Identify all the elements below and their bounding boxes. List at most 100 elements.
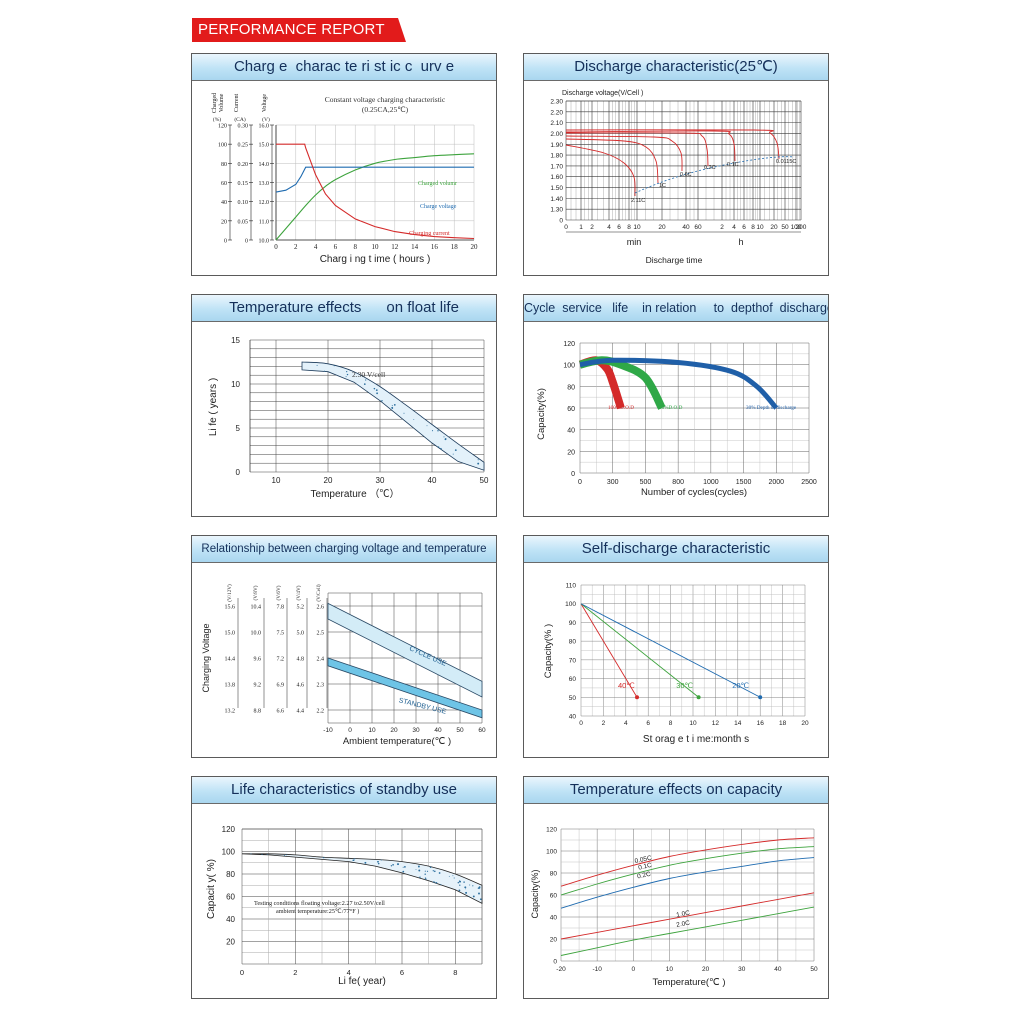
speckle-dot (328, 859, 331, 862)
speckle-dot (358, 854, 360, 856)
x-axis-label: Temperature(℃ ) (653, 977, 726, 988)
speckle-dot (323, 407, 325, 410)
panel-title-standby-life: Life characteristics of standby use (192, 777, 496, 804)
speckle-dot (283, 888, 285, 890)
curve-label-5: 0.0115C (776, 159, 796, 165)
panel-float-life: Temperature effects on float life 0 5 10 15… (191, 294, 497, 517)
x-tick-label: 10 (372, 243, 380, 251)
x-tick-label: 0 (631, 966, 635, 973)
x-tick-label: 40 (434, 727, 442, 734)
y-tick-label-4: 2.4 (317, 657, 325, 663)
axis-unit: (CA) (234, 116, 245, 123)
series-label-0: 40℃ (618, 681, 635, 690)
speckle-dot (443, 436, 445, 438)
speckle-dot (391, 363, 393, 365)
speckle-dot (346, 402, 349, 405)
speckle-dot (302, 468, 304, 471)
speckle-dot (323, 385, 325, 388)
y-tick-label: 40 (567, 428, 575, 435)
speckle-dot (373, 453, 375, 455)
x-tick-label: 50 (810, 966, 818, 973)
series-label-2: 20℃ (732, 681, 749, 690)
x-tick-label: 10 (368, 727, 376, 734)
y-tick-label-3: 4.6 (297, 683, 305, 689)
panel-temp-capacity: Temperature effects on capacity 0 20 40 60 8… (523, 776, 829, 999)
speckle-dot (317, 397, 319, 399)
speckle-dot (333, 434, 335, 436)
speckle-dot (440, 905, 441, 906)
speckle-dot (386, 418, 389, 420)
y-tick-label-3: 4.8 (297, 657, 305, 663)
speckle-dot (477, 865, 479, 867)
speckle-dot (253, 871, 256, 873)
speckle-dot (262, 870, 264, 872)
x-tick-label: 20 (324, 476, 333, 485)
speckle-dot (442, 397, 444, 399)
series-1-line (560, 846, 815, 896)
x-tick-label: 2 (294, 243, 298, 251)
speckle-dot (452, 875, 454, 877)
series-2-band (579, 357, 779, 410)
y-tick-label: 100 (565, 601, 576, 608)
speckle-dot (463, 396, 465, 398)
y-tick-label: 1.30 (550, 207, 563, 214)
y-tick-label-2: 13.0 (259, 181, 270, 187)
x-tick-label: 8 (453, 968, 457, 977)
speckle-dot (315, 870, 317, 872)
speckle-dot (439, 360, 440, 361)
speckle-dot (402, 853, 405, 856)
speckle-dot (392, 429, 394, 431)
speckle-dot (341, 891, 343, 894)
speckle-dot (444, 438, 447, 441)
speckle-dot (286, 887, 289, 889)
speckle-dot (423, 466, 425, 469)
speckle-dot (408, 396, 411, 398)
speckle-dot (404, 891, 407, 894)
band-annotation: Testing conditions floating voltage:2.27… (254, 900, 385, 907)
speckle-dot (338, 897, 340, 899)
series-2-line (276, 143, 475, 240)
series-1-line (275, 166, 474, 193)
speckle-dot (390, 421, 392, 423)
speckle-dot (340, 889, 342, 891)
speckle-dot (264, 892, 266, 894)
x-tick-label: -20 (556, 966, 566, 973)
y-tick-label-0: 120 (218, 124, 227, 130)
speckle-dot (414, 386, 416, 388)
speckle-dot (480, 411, 483, 414)
speckle-dot (377, 459, 379, 461)
speckle-dot (399, 855, 401, 857)
speckle-dot (444, 388, 446, 391)
speckle-dot (254, 865, 257, 867)
speckle-dot (478, 877, 481, 880)
discharge-curve-1 (565, 138, 659, 184)
y-tick-label-2: 6.6 (277, 709, 285, 715)
x-tick-label: 300 (607, 479, 619, 486)
x-tick-label: 40 (682, 224, 690, 231)
speckle-dot (458, 889, 461, 892)
y-tick-label-1: 9.6 (254, 657, 262, 663)
cutoff-voltage-line (634, 156, 795, 194)
speckle-dot (477, 459, 479, 461)
speckle-dot (346, 373, 349, 376)
speckle-dot (388, 440, 390, 442)
axis-header-top: Voltage (262, 94, 268, 113)
x-tick-label: 6 (617, 224, 621, 231)
speckle-dot (460, 381, 462, 383)
speckle-dot (360, 853, 362, 855)
y-tick-label: 2.30 (550, 99, 563, 106)
speckle-dot (324, 439, 327, 442)
speckle-dot (425, 893, 428, 895)
speckle-dot (430, 469, 431, 470)
x-tick-label: 8 (751, 224, 755, 231)
panel-standby-life: Life characteristics of standby use 20 40… (191, 776, 497, 999)
speckle-dot (400, 878, 402, 881)
series-label: Charge voltage (420, 204, 457, 210)
chart-cycle-life: 0 20 40 60 80 100 120 0 300 500 800 1000 1500 2000 250… (536, 341, 817, 498)
speckle-dot (403, 437, 406, 440)
speckle-dot (304, 852, 306, 854)
x-tick-label: 6 (646, 720, 650, 727)
speckle-dot (421, 901, 424, 904)
speckle-dot (408, 852, 410, 854)
speckle-dot (322, 394, 323, 396)
